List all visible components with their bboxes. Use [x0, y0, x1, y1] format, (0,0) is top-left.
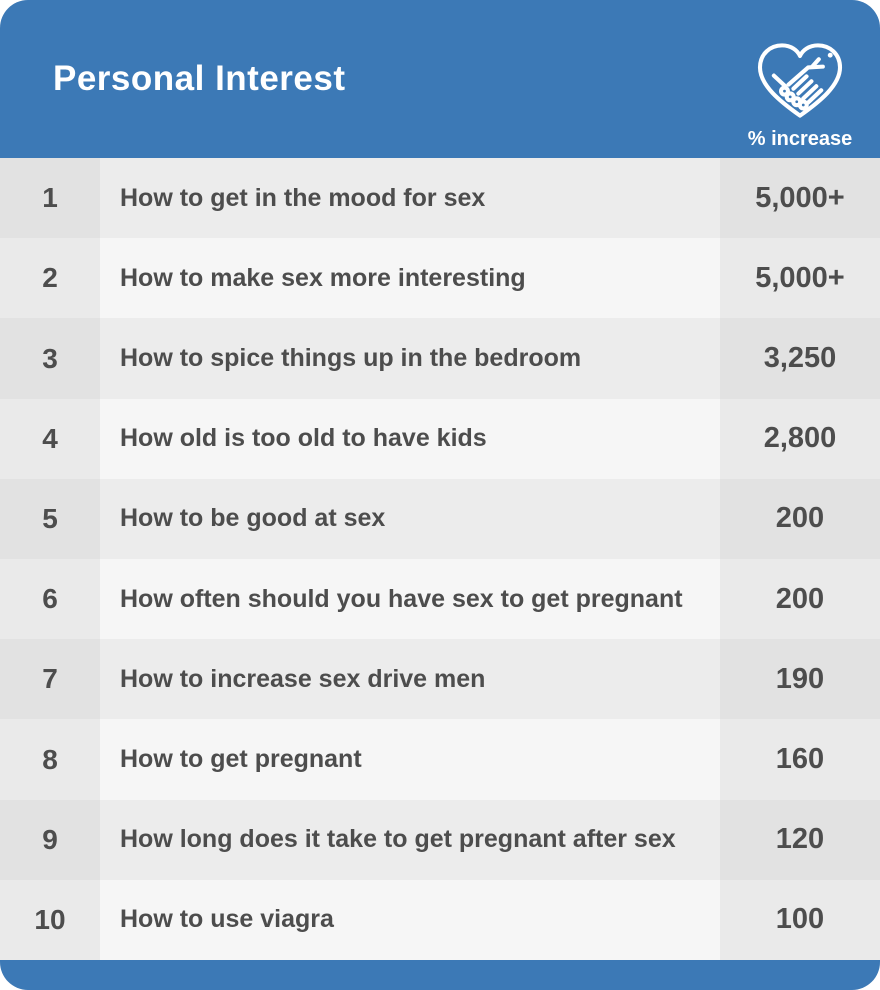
table-row: 5 How to be good at sex 200: [0, 478, 880, 560]
value-cell: 160: [720, 719, 880, 800]
rank-cell: 6: [0, 559, 100, 640]
query-cell: How to increase sex drive men: [100, 639, 720, 720]
query-cell: How often should you have sex to get pre…: [100, 559, 720, 640]
table-row: 1 How to get in the mood for sex 5,000+: [0, 158, 880, 239]
rank-cell: 5: [0, 478, 100, 560]
table-row: 8 How to get pregnant 160: [0, 719, 880, 800]
value-cell: 5,000+: [720, 238, 880, 319]
table-row: 6 How often should you have sex to get p…: [0, 559, 880, 640]
query-cell: How to use viagra: [100, 879, 720, 961]
value-cell: 190: [720, 639, 880, 720]
rank-cell: 8: [0, 719, 100, 800]
query-cell: How to get pregnant: [100, 719, 720, 800]
value-cell: 3,250: [720, 318, 880, 399]
value-cell: 5,000+: [720, 158, 880, 239]
table-row: 2 How to make sex more interesting 5,000…: [0, 238, 880, 319]
query-cell: How to spice things up in the bedroom: [100, 318, 720, 399]
table-row: 9 How long does it take to get pregnant …: [0, 799, 880, 880]
table-row: 4 How old is too old to have kids 2,800: [0, 398, 880, 479]
rank-cell: 1: [0, 158, 100, 239]
rank-cell: 7: [0, 639, 100, 720]
query-cell: How to get in the mood for sex: [100, 158, 720, 239]
ranking-table: 1 How to get in the mood for sex 5,000+ …: [0, 158, 880, 961]
value-cell: 120: [720, 799, 880, 880]
table-row: 3 How to spice things up in the bedroom …: [0, 318, 880, 399]
table-row: 7 How to increase sex drive men 190: [0, 639, 880, 720]
query-cell: How old is too old to have kids: [100, 398, 720, 479]
rank-cell: 2: [0, 238, 100, 319]
value-cell: 200: [720, 478, 880, 560]
rank-cell: 4: [0, 398, 100, 479]
value-column-header: % increase: [720, 0, 880, 158]
rank-cell: 3: [0, 318, 100, 399]
value-cell: 200: [720, 559, 880, 640]
query-cell: How to make sex more interesting: [100, 238, 720, 319]
table-row: 10 How to use viagra 100: [0, 879, 880, 961]
handshake-heart-icon: [751, 38, 849, 123]
value-cell: 100: [720, 879, 880, 961]
query-cell: How long does it take to get pregnant af…: [100, 799, 720, 880]
title-wrap: Personal Interest: [0, 0, 346, 158]
rank-cell: 9: [0, 799, 100, 880]
increase-column-label: % increase: [747, 128, 853, 150]
card-header: Personal Interest: [0, 0, 880, 158]
page-title: Personal Interest: [53, 59, 346, 98]
rank-cell: 10: [0, 879, 100, 961]
value-cell: 2,800: [720, 398, 880, 479]
footer-bar: [0, 960, 880, 990]
query-cell: How to be good at sex: [100, 478, 720, 560]
